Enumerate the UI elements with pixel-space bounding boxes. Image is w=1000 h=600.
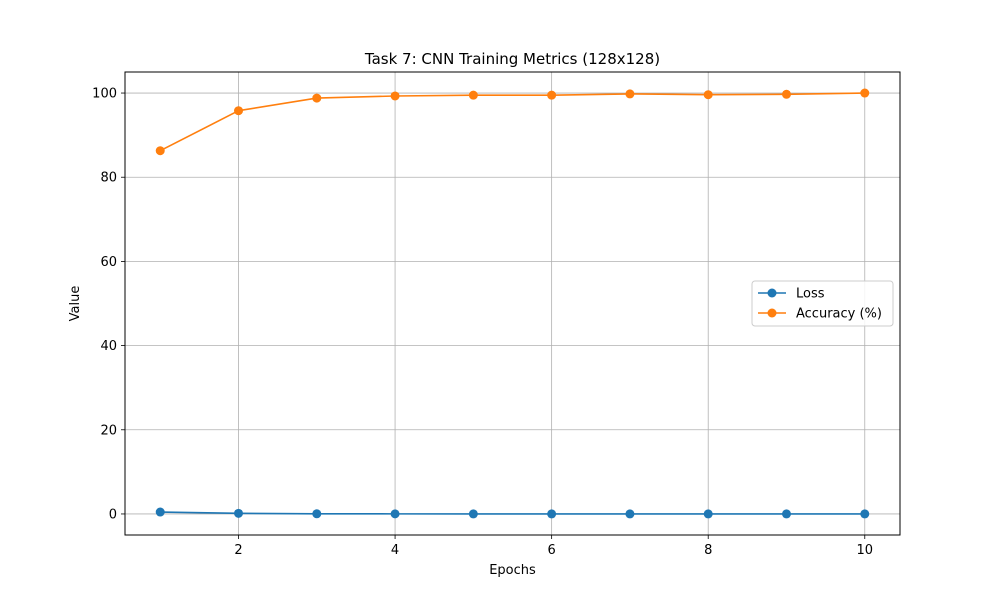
series-group	[155, 88, 870, 519]
legend-item: Accuracy (%)	[758, 307, 882, 322]
data-point	[234, 508, 244, 518]
data-point	[390, 91, 400, 101]
data-point	[234, 106, 244, 116]
data-point	[547, 509, 557, 519]
data-point	[312, 509, 322, 519]
legend: Loss Accuracy (%)	[751, 280, 894, 327]
legend-item: Loss	[758, 287, 825, 302]
y-tick-label: 80	[100, 171, 117, 186]
y-tick-label: 60	[100, 255, 117, 270]
data-point	[390, 509, 400, 519]
grid	[125, 72, 900, 535]
x-axis-label: Epochs	[489, 563, 536, 578]
legend-marker	[767, 308, 777, 318]
y-tick-label: 100	[92, 87, 117, 102]
y-tick-label: 40	[100, 339, 117, 354]
data-point	[781, 509, 791, 519]
legend-marker	[767, 288, 777, 298]
series-1	[155, 88, 870, 156]
data-point	[312, 93, 322, 103]
data-point	[625, 89, 635, 99]
x-tick-label: 10	[856, 543, 873, 558]
data-point	[860, 88, 870, 98]
data-point	[155, 146, 165, 156]
legend-label: Accuracy (%)	[796, 307, 882, 322]
data-point	[625, 509, 635, 519]
data-point	[860, 509, 870, 519]
legend-label: Loss	[796, 287, 825, 302]
x-tick-label: 6	[548, 543, 556, 558]
series-line	[159, 92, 865, 152]
data-point	[468, 509, 478, 519]
chart-title: Task 7: CNN Training Metrics (128x128)	[364, 50, 660, 68]
data-point	[781, 89, 791, 99]
data-point	[155, 507, 165, 517]
data-point	[547, 90, 557, 100]
data-point	[468, 90, 478, 100]
x-tick-label: 2	[234, 543, 242, 558]
x-tick-label: 4	[391, 543, 399, 558]
series-line	[160, 511, 865, 515]
data-point	[703, 509, 713, 519]
y-axis-label: Value	[68, 286, 83, 322]
plot-frame	[124, 71, 901, 536]
y-tick-label: 0	[109, 507, 117, 522]
data-point	[703, 90, 713, 100]
legend-box	[751, 280, 894, 327]
y-tick-label: 20	[100, 423, 117, 438]
x-tick-label: 8	[704, 543, 712, 558]
series-0	[155, 507, 870, 519]
